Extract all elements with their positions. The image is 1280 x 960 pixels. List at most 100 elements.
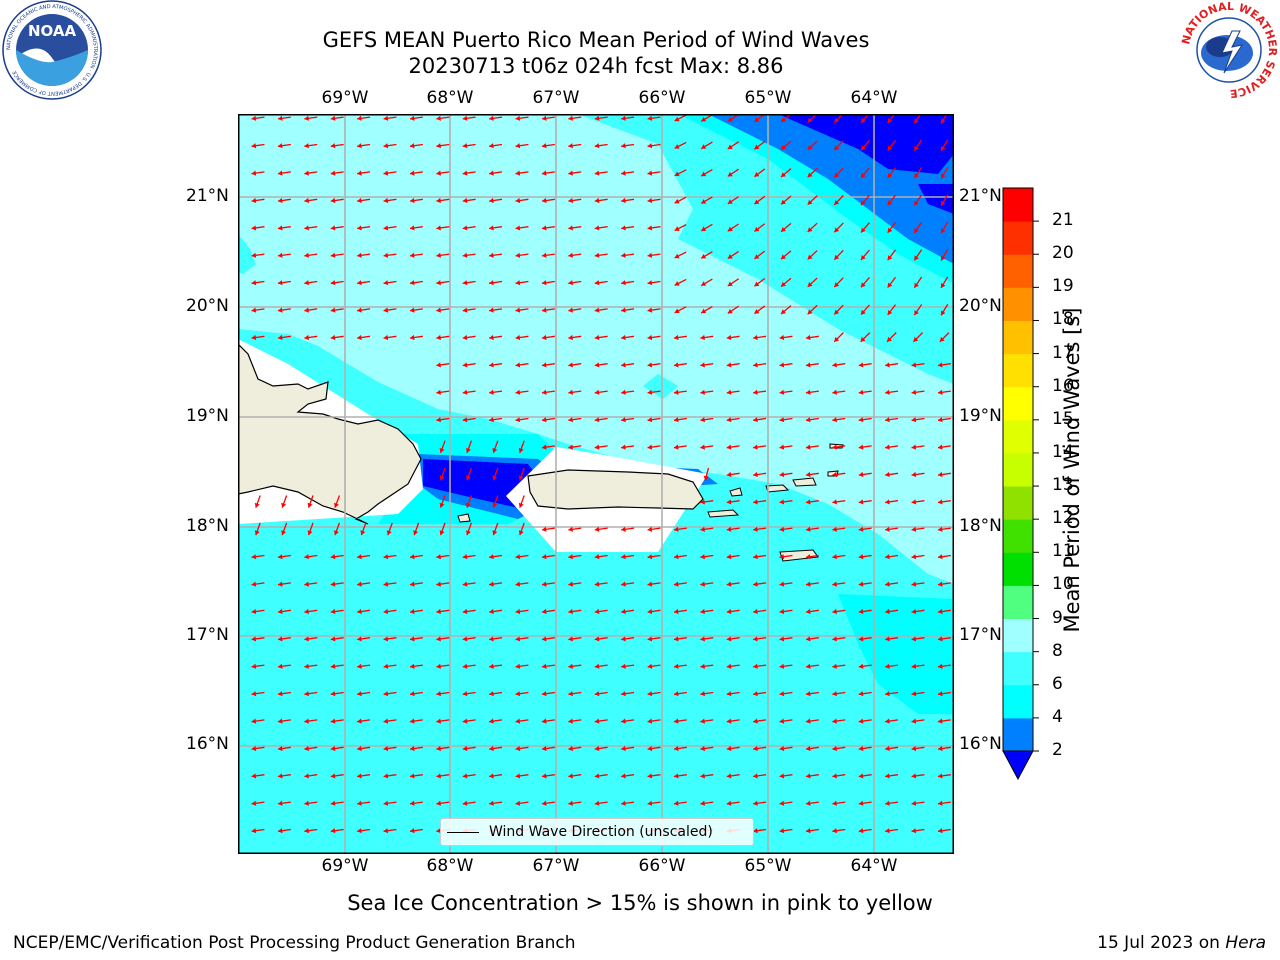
wind-wave-arrow: [489, 115, 503, 121]
wind-wave-arrow: [727, 223, 739, 232]
wind-wave-arrow: [700, 691, 714, 697]
wind-wave-arrow: [489, 170, 503, 176]
wind-wave-arrow: [465, 522, 473, 536]
wind-wave-arrow: [492, 495, 499, 508]
wind-wave-arrow: [858, 581, 872, 587]
wind-wave-arrow: [753, 773, 767, 779]
wind-wave-arrow: [780, 250, 792, 260]
colorbar-segment: [1003, 717, 1033, 752]
wind-wave-arrow: [541, 115, 555, 121]
wind-wave-arrow: [780, 222, 792, 233]
wind-wave-arrow: [937, 800, 951, 806]
wind-wave-arrow: [887, 222, 897, 234]
wind-wave-arrow: [673, 334, 687, 341]
wind-wave-arrow: [489, 362, 503, 368]
wind-wave-arrow: [254, 522, 261, 536]
wind-wave-arrow: [251, 745, 265, 752]
wind-wave-arrow: [860, 277, 870, 288]
wind-wave-arrow: [462, 143, 476, 149]
wind-wave-arrow: [541, 636, 555, 642]
lon-label-top-64w: 64°W: [850, 88, 898, 108]
wind-wave-arrow: [673, 526, 687, 532]
wind-wave-arrow: [568, 417, 582, 423]
wind-wave-arrow: [913, 221, 923, 234]
wind-wave-arrow: [594, 663, 608, 669]
wind-wave-arrow: [780, 195, 792, 205]
wind-wave-arrow: [779, 526, 793, 532]
wind-wave-arrow: [409, 581, 423, 587]
wind-wave-arrow: [541, 773, 555, 779]
wind-wave-arrow: [518, 495, 525, 508]
lon-label-top-67w: 67°W: [532, 88, 580, 108]
wind-wave-arrow: [885, 471, 899, 478]
wind-wave-arrow: [594, 280, 608, 286]
wind-wave-arrow: [832, 581, 846, 587]
wind-wave-arrow: [462, 773, 476, 779]
wind-wave-arrow: [462, 745, 476, 752]
wind-wave-arrow: [489, 691, 503, 697]
colorbar-tick-label: 14: [1052, 441, 1074, 462]
wind-wave-arrow: [383, 773, 397, 779]
lon-label-top-68w: 68°W: [426, 88, 474, 108]
wind-wave-arrow: [911, 417, 925, 423]
wind-wave-arrow: [911, 773, 925, 779]
wind-wave-arrow: [700, 362, 714, 368]
wind-wave-arrow: [673, 608, 687, 615]
wind-wave-arrow: [594, 691, 608, 697]
wind-wave-arrow: [832, 499, 846, 505]
lon-label-top-66w: 66°W: [638, 88, 686, 108]
wind-wave-arrow: [753, 140, 766, 150]
colorbar-tick-label: 15: [1052, 408, 1074, 429]
wind-wave-arrow: [647, 389, 661, 395]
wind-wave-arrow: [568, 581, 582, 587]
wind-wave-arrow: [568, 663, 582, 669]
colorbar-segment: [1003, 552, 1033, 586]
wind-wave-arrow: [515, 252, 529, 258]
wind-wave-arrow: [277, 115, 291, 121]
wind-wave-arrow: [885, 718, 899, 724]
wind-wave-arrow: [515, 115, 529, 121]
wind-wave-arrow: [940, 303, 949, 316]
wind-wave-arrow: [383, 608, 397, 615]
wind-wave-arrow: [805, 745, 819, 752]
wind-wave-arrow: [330, 115, 344, 121]
wind-wave-arrow: [304, 334, 318, 341]
wind-wave-arrow: [462, 280, 476, 286]
wind-wave-arrow: [383, 663, 397, 669]
wind-wave-arrow: [807, 222, 818, 233]
wind-wave-arrow: [937, 636, 951, 642]
colorbar-tick-label: 18: [1052, 309, 1074, 330]
wind-wave-arrow: [277, 608, 291, 615]
wind-wave-arrow: [780, 277, 792, 288]
field-6-8s-patch: [643, 374, 678, 399]
wind-wave-arrow: [647, 800, 661, 806]
wind-wave-arrow: [647, 225, 661, 231]
wind-wave-arrow: [753, 636, 767, 642]
wind-wave-arrow: [515, 225, 529, 231]
wind-wave-arrow: [568, 773, 582, 779]
wind-wave-arrow: [330, 800, 344, 806]
wind-wave-arrow: [887, 276, 897, 288]
wind-wave-arrow: [383, 143, 397, 149]
wind-wave-arrow: [726, 499, 740, 505]
wind-wave-arrow: [911, 608, 925, 615]
wind-wave-arrow: [807, 250, 818, 260]
wind-wave-arrow: [805, 608, 819, 615]
wind-wave-arrow: [307, 495, 314, 508]
wind-wave-arrow: [673, 691, 687, 697]
wind-wave-arrow: [832, 389, 846, 395]
lon-label-bottom-65w: 65°W: [744, 856, 792, 876]
wind-wave-arrow: [277, 663, 291, 669]
wind-wave-arrow: [330, 718, 344, 724]
wind-wave-arrow: [594, 225, 608, 231]
wind-wave-arrow: [439, 522, 446, 536]
colorbar-tick-label: 10: [1052, 574, 1074, 595]
wind-wave-arrow: [753, 334, 767, 341]
wind-wave-arrow: [779, 608, 793, 615]
wind-wave-arrow: [462, 417, 476, 423]
colorbar-tick-label: 6: [1052, 673, 1063, 694]
wind-wave-arrow: [462, 307, 476, 313]
wind-wave-arrow: [409, 197, 423, 204]
wind-wave-arrow: [753, 526, 767, 532]
wind-wave-arrow: [357, 663, 371, 669]
